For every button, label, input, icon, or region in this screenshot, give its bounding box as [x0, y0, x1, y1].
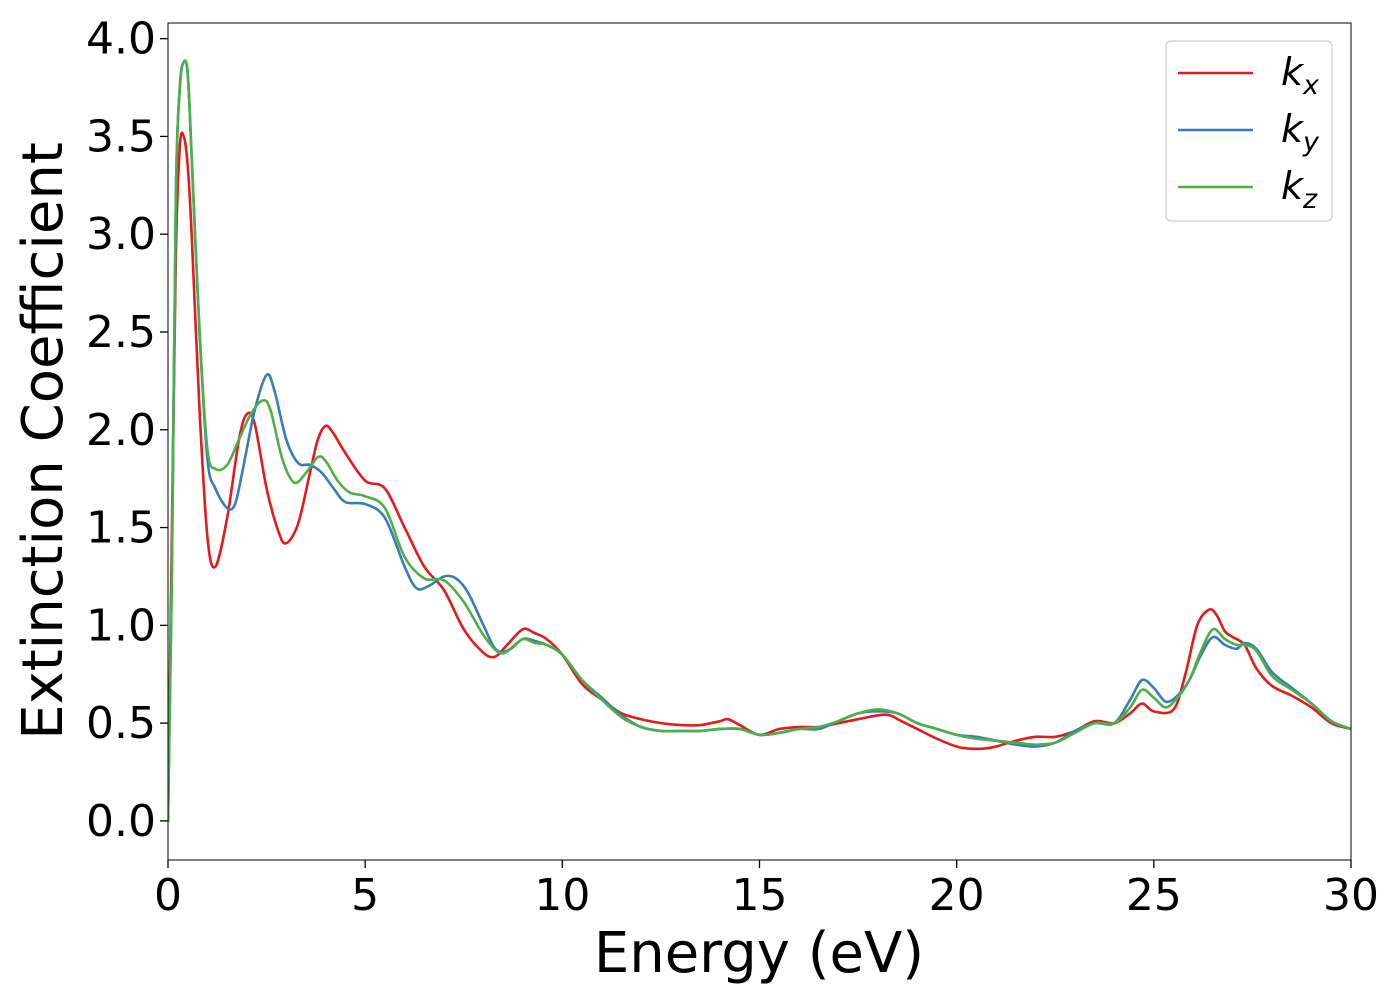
- x-tick-label: 5: [351, 870, 379, 921]
- y-tick-label: 0.0: [86, 796, 156, 847]
- y-tick-label: 2.0: [86, 405, 156, 456]
- y-tick-label: 3.5: [86, 111, 156, 162]
- series-line-k-z: [168, 59, 1351, 823]
- series-layer: [168, 59, 1351, 823]
- x-tick-label: 30: [1323, 870, 1379, 921]
- y-tick-label: 3.0: [86, 209, 156, 260]
- y-tick-label: 4.0: [86, 14, 156, 65]
- y-tick-label: 1.5: [86, 503, 156, 554]
- x-tick-label: 10: [534, 870, 590, 921]
- series-line-k-y: [168, 59, 1351, 823]
- y-tick-label: 0.5: [86, 698, 156, 749]
- y-axis-label: Extinction Coefficient: [11, 142, 76, 740]
- x-tick-label: 15: [732, 870, 788, 921]
- x-axis-label: Energy (eV): [594, 921, 924, 986]
- x-tick-label: 0: [154, 870, 182, 921]
- y-tick-label: 2.5: [86, 307, 156, 358]
- x-axis-ticks: 0 5 10 15 20 25 30: [154, 860, 1379, 921]
- x-tick-label: 25: [1126, 870, 1182, 921]
- y-tick-label: 1.0: [86, 600, 156, 651]
- x-tick-label: 20: [929, 870, 985, 921]
- y-axis-ticks: 0.0 0.5 1.0 1.5 2.0 2.5 3.0 3.5 4.0: [86, 14, 168, 847]
